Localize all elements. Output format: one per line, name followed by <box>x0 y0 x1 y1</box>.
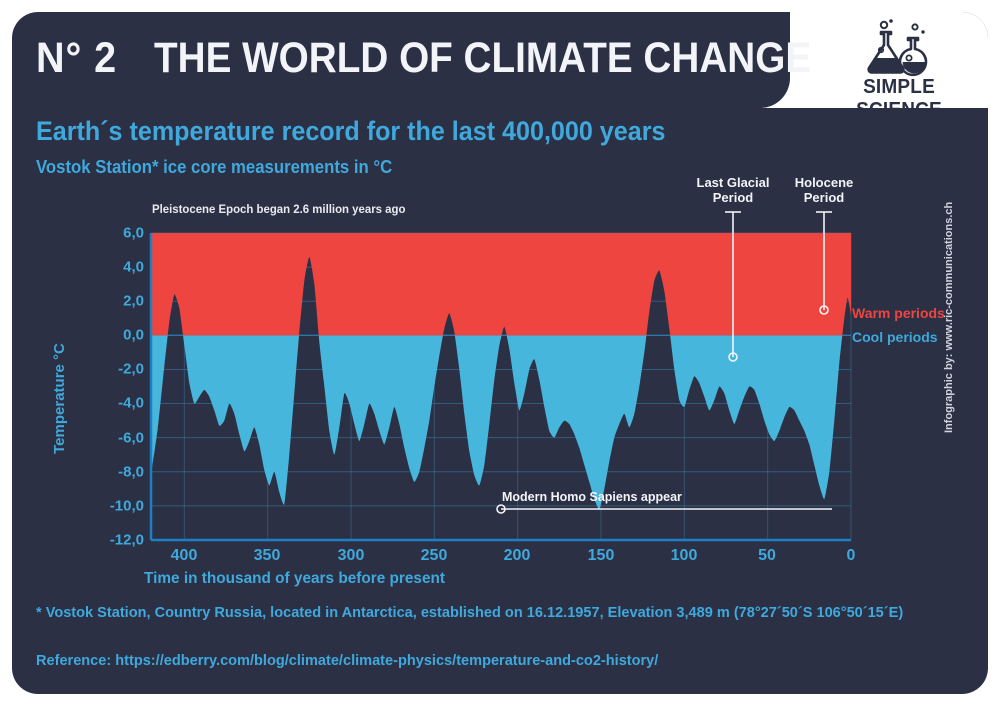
temperature-chart: 6,0 4,0 2,0 0,0 -2,0 -4,0 -6,0 -8,0 -10,… <box>12 12 988 694</box>
x-tick-label: 300 <box>337 547 365 564</box>
y-tick-label: -10,0 <box>109 497 144 515</box>
sub-subtitle: Vostok Station* ice core measurements in… <box>36 157 393 177</box>
header-band: N° 2 THE WORLD OF CLIMATE CHANGE <box>12 12 988 121</box>
brand-logo: SIMPLE SCIENCE <box>824 18 974 121</box>
x-tick-label: 100 <box>670 547 698 564</box>
y-tick-label: -12,0 <box>109 531 144 549</box>
legend-cool-periods: Cool periods <box>852 329 938 345</box>
y-tick-label: -4,0 <box>118 394 144 412</box>
warm-periods-area <box>151 233 851 336</box>
credit-text: Infographic by: www.ric-communications.c… <box>943 201 955 433</box>
x-tick-label: 0 <box>846 547 856 564</box>
chart-markers <box>496 211 832 514</box>
chart-axes <box>149 233 851 542</box>
header-number: N° 2 <box>36 34 118 82</box>
x-tick-label: 400 <box>170 547 198 564</box>
x-tick-label: 250 <box>420 547 448 564</box>
x-tick-label: 50 <box>758 547 776 564</box>
y-axis-title: Temperature °C <box>50 343 68 454</box>
x-tick-label: 350 <box>253 547 281 564</box>
y-tick-label: 4,0 <box>123 258 144 276</box>
y-tick-label: 2,0 <box>123 292 144 310</box>
flasks-icon <box>867 19 928 77</box>
reference-link[interactable]: Reference: https://edberry.com/blog/clim… <box>36 652 659 669</box>
annotation-holocene: Holocene Period <box>764 175 884 205</box>
epoch-note: Pleistocene Epoch began 2.6 million year… <box>152 202 406 216</box>
annotation-homo-sapiens: Modern Homo Sapiens appear <box>502 490 682 504</box>
y-tick-label: -8,0 <box>118 463 144 481</box>
cool-periods-area <box>151 335 843 510</box>
y-tick-label: 0,0 <box>123 326 144 344</box>
y-tick-label: -2,0 <box>118 360 144 378</box>
annotation-line-1: Last Glacial <box>696 175 770 190</box>
page-title: THE WORLD OF CLIMATE CHANGE <box>154 34 812 82</box>
annotation-line-2: Period <box>712 190 754 205</box>
x-tick-label: 150 <box>587 547 615 564</box>
subtitle: Earth´s temperature record for the last … <box>36 116 666 146</box>
footnote: * Vostok Station, Country Russia, locate… <box>36 604 904 621</box>
x-tick-label: 200 <box>503 547 531 564</box>
annotation-line-1: Holocene <box>794 175 854 190</box>
x-axis-title: Time in thousand of years before present <box>144 570 446 587</box>
y-tick-label: -6,0 <box>118 429 144 447</box>
annotation-last-glacial: Last Glacial Period <box>673 175 793 205</box>
brand-name: SIMPLE SCIENCE <box>856 76 942 121</box>
annotation-line-2: Period <box>803 190 845 205</box>
legend-warm-periods: Warm periods <box>852 305 945 321</box>
y-tick-label: 6,0 <box>123 224 144 242</box>
infographic-poster: N° 2 THE WORLD OF CLIMATE CHANGE <box>12 12 988 694</box>
chart-svg <box>149 211 852 542</box>
header-panel <box>12 12 790 108</box>
